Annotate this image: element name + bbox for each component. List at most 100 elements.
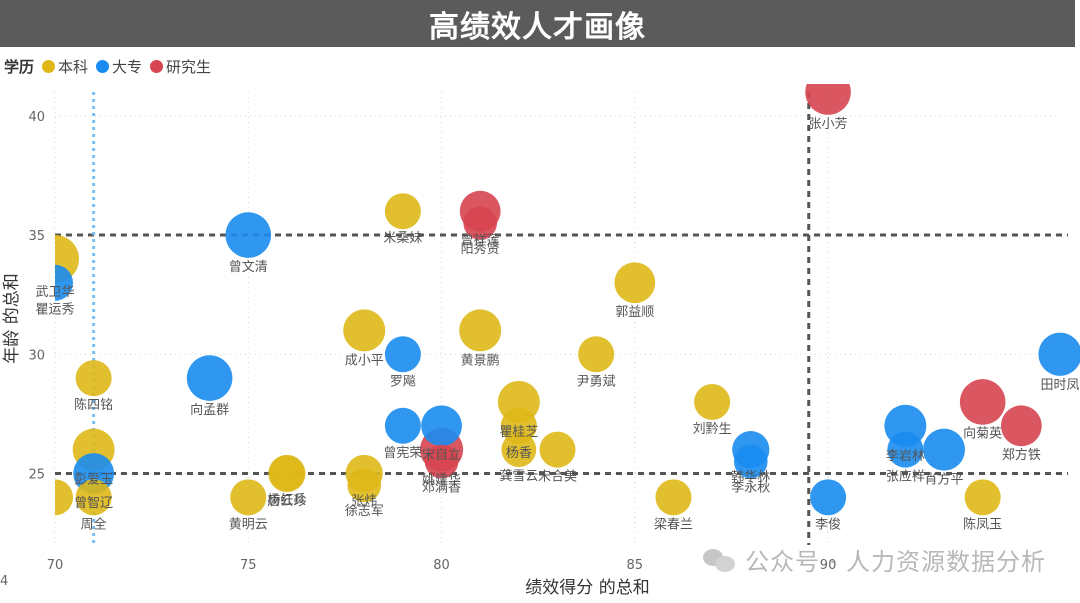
data-label: 梁春兰 [654, 517, 693, 532]
data-label: 阳秀贤 [461, 242, 500, 257]
data-label: 陈凤玉 [963, 516, 1002, 532]
y-tick-label: 35 [28, 229, 45, 244]
data-label: 瞿桂芝 [499, 424, 538, 440]
data-label: 彭爱玉 [74, 473, 113, 488]
y-axis-title: 年龄 的总和 [2, 273, 22, 363]
data-label: 李俊 [815, 517, 841, 532]
legend-label-graduate: 研究生 [166, 57, 212, 76]
data-label: 张炜 [351, 494, 377, 509]
legend-item-college[interactable]: 大专 [96, 56, 142, 77]
legend-label-college: 大专 [112, 57, 143, 76]
data-label: 龚雪云 [499, 469, 538, 484]
data-label: 邓满香 [422, 480, 461, 495]
x-tick-label: 85 [627, 558, 644, 573]
data-label: 向孟群 [190, 402, 229, 418]
y-tick-label: 40 [28, 110, 45, 125]
data-point[interactable] [384, 336, 421, 373]
chart-title: 高绩效人才画像 [429, 9, 646, 45]
data-point[interactable] [75, 360, 112, 397]
legend-item-graduate[interactable]: 研究生 [150, 56, 211, 77]
legend: 学历 本科 大专 研究生 [4, 54, 219, 78]
data-point[interactable] [805, 69, 851, 115]
data-point[interactable] [1038, 332, 1080, 376]
data-label: 向菊英 [963, 426, 1002, 442]
data-point[interactable] [463, 206, 497, 240]
wechat-icon [703, 547, 737, 573]
data-point[interactable] [501, 432, 537, 468]
data-label: 尹勇斌 [577, 374, 616, 389]
data-point[interactable] [1000, 405, 1042, 447]
data-label: 陈四铭 [74, 397, 113, 413]
data-point[interactable] [384, 193, 421, 230]
legend-dot-bachelor [42, 59, 56, 73]
data-point[interactable] [37, 479, 73, 516]
data-label: 徐志军 [345, 504, 384, 519]
watermark-text: 公众号 · 人力资源数据分析 [745, 548, 1046, 576]
x-tick-label: 75 [240, 558, 257, 573]
data-point[interactable] [959, 379, 1006, 425]
data-label: 周全 [81, 516, 107, 532]
legend-title: 学历 [4, 57, 35, 76]
data-label: 罗飚 [390, 374, 416, 389]
data-label: 曾宪荣 [383, 445, 422, 461]
data-point[interactable] [964, 479, 1001, 516]
data-label: 姚建华 [422, 473, 461, 488]
data-point[interactable] [186, 355, 233, 401]
data-label: 黄明云 [229, 517, 268, 532]
y-tick-label: 30 [28, 348, 45, 363]
data-label: 杨红兵 [267, 492, 306, 508]
data-point[interactable] [269, 456, 305, 491]
data-point[interactable] [614, 262, 656, 304]
data-point[interactable] [230, 479, 267, 516]
data-label: 曾智辽 [74, 496, 113, 511]
data-point[interactable] [733, 444, 768, 479]
data-label: 武卫华 [35, 285, 74, 300]
data-label: 田时凤 [1040, 378, 1079, 393]
data-label: 曾文清 [229, 260, 268, 275]
legend-label-bachelor: 本科 [58, 57, 89, 76]
data-label: 瞿运秀 [35, 303, 74, 318]
data-point[interactable] [347, 468, 382, 503]
data-label: 张小芳 [809, 117, 848, 132]
y-tick-label: 25 [28, 467, 45, 482]
data-point[interactable] [655, 479, 692, 516]
data-label: 唐云珍 [267, 493, 306, 509]
data-point[interactable] [694, 383, 731, 420]
data-point[interactable] [384, 407, 421, 444]
x-tick-label: 80 [433, 558, 450, 573]
data-label: 郭益顺 [615, 304, 654, 320]
x-axis-title: 绩效得分 的总和 [525, 578, 649, 598]
data-point[interactable] [923, 428, 966, 471]
data-label: 曾祥莲 [461, 234, 500, 249]
legend-dot-college [96, 59, 110, 73]
data-label: 刘黔生 [693, 422, 732, 437]
data-label: 宋合美 [538, 470, 577, 485]
data-label: 米桑妹 [383, 231, 422, 246]
data-label: 肖方平 [925, 472, 964, 488]
data-point[interactable] [810, 479, 847, 516]
legend-dot-graduate [150, 59, 164, 73]
data-point[interactable] [539, 431, 576, 468]
data-point[interactable] [424, 444, 459, 479]
data-point[interactable] [421, 405, 462, 447]
data-point[interactable] [75, 479, 112, 516]
x-tick-label: 70 [47, 558, 64, 573]
data-point[interactable] [887, 431, 924, 468]
corner-mark: 4 [0, 574, 8, 589]
data-label: 黄景鹏 [461, 353, 500, 368]
data-label: 郑方铁 [1002, 447, 1041, 463]
watermark: 公众号 · 人力资源数据分析 [703, 542, 1046, 577]
data-point[interactable] [343, 309, 386, 352]
legend-item-bachelor[interactable]: 本科 [42, 56, 88, 77]
data-label: 张应祥 [886, 469, 925, 485]
data-point[interactable] [459, 309, 502, 352]
data-label: 成小平 [345, 353, 384, 368]
x-tick-label: 90 [820, 558, 837, 573]
data-point[interactable] [578, 336, 615, 373]
data-label: 韩华林 [731, 470, 770, 485]
data-point[interactable] [225, 212, 272, 258]
data-point[interactable] [37, 264, 73, 301]
data-label: 李岩林 [886, 449, 925, 464]
